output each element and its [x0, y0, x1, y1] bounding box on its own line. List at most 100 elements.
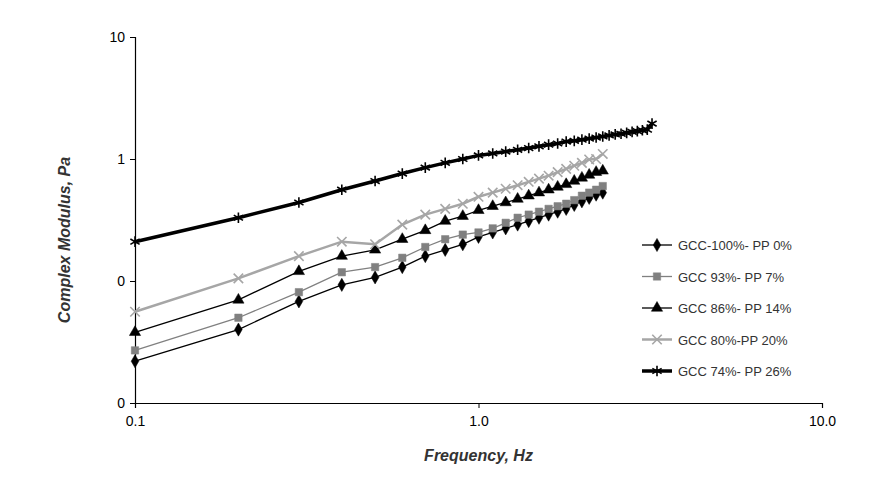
- y-tick: 0: [117, 273, 135, 289]
- marker: [458, 154, 467, 165]
- marker: [544, 139, 553, 150]
- legend-marker: [653, 238, 661, 251]
- marker: [293, 265, 304, 275]
- marker: [441, 243, 449, 256]
- marker: [597, 164, 608, 174]
- marker: [234, 212, 243, 223]
- y-tick-label: 10: [109, 29, 125, 45]
- marker: [514, 214, 521, 221]
- y-tick-label: 0: [117, 273, 125, 289]
- x-axis-line: [136, 404, 823, 409]
- marker: [233, 293, 244, 303]
- marker: [473, 204, 484, 214]
- legend-marker: [651, 301, 662, 311]
- marker: [475, 229, 482, 236]
- marker: [399, 254, 406, 261]
- marker: [130, 307, 139, 316]
- marker: [459, 231, 466, 238]
- marker: [553, 138, 562, 149]
- y-tick-label: 1: [117, 151, 125, 167]
- marker: [371, 271, 379, 284]
- series: [130, 149, 607, 316]
- marker: [502, 219, 509, 226]
- marker: [500, 196, 511, 206]
- marker: [585, 189, 592, 196]
- marker: [440, 204, 449, 213]
- series-line: [135, 186, 603, 350]
- marker: [440, 215, 451, 225]
- y-tick-mark: [130, 159, 135, 160]
- marker: [371, 263, 378, 270]
- y-tick-mark: [130, 281, 135, 282]
- marker: [458, 199, 467, 208]
- marker: [338, 269, 345, 276]
- marker: [501, 184, 510, 193]
- marker: [570, 161, 579, 170]
- marker: [130, 236, 139, 247]
- marker: [421, 162, 430, 173]
- legend-marker: [652, 335, 661, 344]
- marker: [513, 144, 522, 155]
- legend-marker: [652, 366, 661, 377]
- marker: [545, 205, 552, 212]
- y-tick: 0: [117, 395, 135, 411]
- legend-item: GCC 86%- PP 14%: [642, 301, 792, 316]
- marker: [338, 278, 346, 291]
- marker: [295, 295, 303, 308]
- marker: [512, 192, 523, 202]
- legend: GCC-100%- PP 0% GCC 93%- PP 7% GCC 86%- PP…: [642, 238, 792, 379]
- marker: [131, 347, 138, 354]
- legend-label: GCC 74%- PP 26%: [678, 364, 792, 379]
- marker: [592, 186, 599, 193]
- marker: [459, 238, 467, 251]
- x-axis: 0.11.010.0: [126, 403, 837, 429]
- x-tick-label: 10.0: [809, 413, 836, 429]
- marker: [501, 146, 510, 157]
- marker: [598, 149, 607, 158]
- y-axis-title: Complex Modulus, Pa: [56, 157, 73, 323]
- x-tick-mark: [822, 403, 823, 408]
- marker: [474, 192, 483, 201]
- marker: [524, 143, 533, 154]
- marker: [398, 220, 407, 229]
- plot-area: 0.11.010.000110: [109, 29, 836, 429]
- marker: [397, 233, 408, 243]
- legend-item: GCC 80%-PP 20%: [642, 333, 788, 348]
- marker: [474, 150, 483, 161]
- marker: [422, 243, 429, 250]
- marker: [398, 168, 407, 179]
- series-line: [135, 124, 652, 242]
- marker: [544, 171, 553, 180]
- marker: [647, 118, 656, 129]
- x-tick-label: 0.1: [126, 413, 146, 429]
- chart: 0.11.010.000110Frequency, HzComplex Modu…: [0, 0, 875, 496]
- marker: [553, 167, 562, 176]
- marker: [336, 250, 347, 260]
- series: [130, 118, 656, 247]
- marker: [295, 288, 302, 295]
- marker: [129, 326, 140, 336]
- marker: [534, 141, 543, 152]
- x-tick: 0.1: [126, 403, 146, 429]
- marker: [421, 250, 429, 263]
- y-tick: 1: [117, 151, 135, 167]
- marker: [420, 224, 431, 234]
- marker: [370, 176, 379, 187]
- marker: [457, 210, 468, 220]
- marker: [337, 184, 346, 195]
- marker: [337, 237, 346, 246]
- marker: [131, 355, 139, 368]
- marker: [562, 136, 571, 147]
- legend-item: GCC-100%- PP 0%: [642, 238, 792, 253]
- marker: [294, 251, 303, 260]
- x-axis-title: Frequency, Hz: [424, 447, 533, 464]
- marker: [235, 323, 243, 336]
- series: [131, 182, 606, 354]
- marker: [421, 210, 430, 219]
- marker: [561, 164, 570, 173]
- marker: [578, 192, 585, 199]
- legend-item: GCC 93%- PP 7%: [642, 270, 784, 285]
- marker: [533, 186, 544, 196]
- series-line: [135, 171, 603, 332]
- marker: [543, 183, 554, 193]
